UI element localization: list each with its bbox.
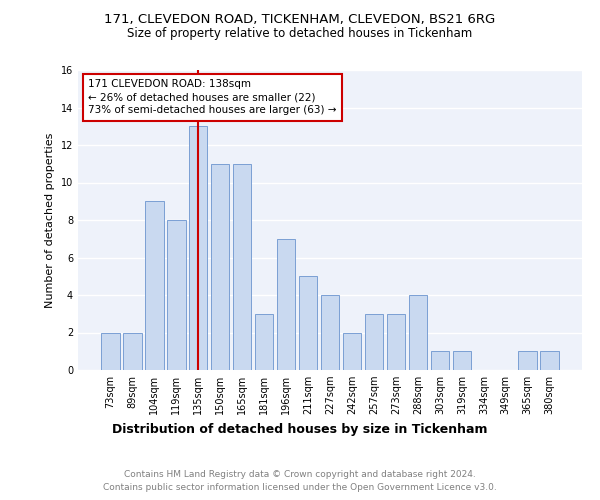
Bar [189,126,208,370]
Bar [299,276,317,370]
Bar [409,295,427,370]
Bar [518,351,537,370]
Text: 171 CLEVEDON ROAD: 138sqm
← 26% of detached houses are smaller (22)
73% of semi-: 171 CLEVEDON ROAD: 138sqm ← 26% of detac… [88,79,337,116]
Bar [145,201,164,370]
Bar [320,295,340,370]
Bar [255,314,274,370]
Bar [343,332,361,370]
Bar [167,220,185,370]
Bar [431,351,449,370]
Text: Contains HM Land Registry data © Crown copyright and database right 2024.
Contai: Contains HM Land Registry data © Crown c… [103,470,497,492]
Bar [365,314,383,370]
Bar [123,332,142,370]
Text: Distribution of detached houses by size in Tickenham: Distribution of detached houses by size … [112,422,488,436]
Text: 171, CLEVEDON ROAD, TICKENHAM, CLEVEDON, BS21 6RG: 171, CLEVEDON ROAD, TICKENHAM, CLEVEDON,… [104,12,496,26]
Bar [541,351,559,370]
Text: Size of property relative to detached houses in Tickenham: Size of property relative to detached ho… [127,28,473,40]
Bar [386,314,405,370]
Bar [277,239,295,370]
Bar [101,332,119,370]
Y-axis label: Number of detached properties: Number of detached properties [45,132,55,308]
Bar [233,164,251,370]
Bar [211,164,229,370]
Bar [452,351,471,370]
